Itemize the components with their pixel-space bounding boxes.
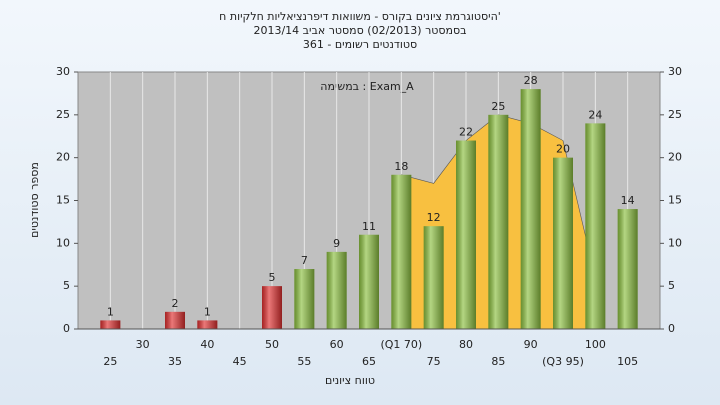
x-tick-label: 80 (459, 338, 473, 351)
x-tick-label: 40 (200, 338, 214, 351)
value-label: 28 (524, 74, 538, 87)
x-tick-label: 105 (617, 355, 638, 368)
x-tick-label: 85 (491, 355, 505, 368)
value-label: 1 (204, 305, 211, 318)
x-tick-label: (Q3 95) (542, 355, 584, 368)
value-label: 14 (621, 194, 635, 207)
bar-shade (520, 89, 541, 329)
y2-tick-label: 5 (668, 279, 675, 292)
y2-tick-label: 15 (668, 194, 682, 207)
x-tick-label: 30 (136, 338, 150, 351)
value-label: 22 (459, 126, 473, 139)
value-label: 18 (394, 160, 408, 173)
y2-tick-label: 30 (668, 65, 682, 78)
x-tick-label: (Q1 70) (380, 338, 422, 351)
bar-shade (423, 226, 444, 329)
y-tick-label: 10 (56, 236, 70, 249)
value-label: 7 (301, 254, 308, 267)
value-label: 11 (362, 220, 376, 233)
y-tick-label: 30 (56, 65, 70, 78)
x-tick-label: 25 (103, 355, 117, 368)
bar-shade (326, 251, 347, 329)
bar-shade (585, 123, 606, 330)
value-label: 1 (107, 305, 114, 318)
bar-shade (553, 157, 573, 329)
bar-shade (165, 311, 185, 329)
x-tick-label: 60 (330, 338, 344, 351)
x-tick-label: 90 (524, 338, 538, 351)
y-axis-label: מספר סטודנטים (28, 162, 41, 238)
y-tick-label: 25 (56, 108, 70, 121)
y-tick-label: 5 (63, 279, 70, 292)
x-tick-label: 75 (427, 355, 441, 368)
y-tick-label: 15 (56, 194, 70, 207)
x-tick-label: 65 (362, 355, 376, 368)
value-label: 12 (427, 211, 441, 224)
y2-tick-label: 25 (668, 108, 682, 121)
bar-shade (100, 320, 121, 329)
value-label: 20 (556, 143, 570, 156)
chart-subtitle: בסמסטר (02/2013) סמסטר אביב 2013/14 (253, 24, 466, 37)
y2-tick-label: 20 (668, 151, 682, 164)
y-tick-label: 0 (63, 322, 70, 335)
chart-title: היסטוגרמת ציונים בקורס - משוואות דיפרנצי… (219, 10, 501, 23)
x-tick-label: 45 (233, 355, 247, 368)
value-label: 25 (491, 100, 505, 113)
bar-shade (488, 114, 509, 329)
x-tick-label: 50 (265, 338, 279, 351)
value-label: 2 (172, 297, 179, 310)
y-tick-label: 20 (56, 151, 70, 164)
bar-shade (391, 174, 412, 329)
chart-subtitle: סטודנטים רשומים - 361 (303, 38, 417, 51)
x-tick-label: 35 (168, 355, 182, 368)
bar-shade (197, 320, 218, 329)
x-tick-label: 55 (297, 355, 311, 368)
bar-shade (359, 234, 379, 329)
y2-tick-label: 0 (668, 322, 675, 335)
bar-shade (294, 269, 315, 329)
x-tick-label: 100 (585, 338, 606, 351)
y2-tick-label: 10 (668, 236, 682, 249)
bar-shade (456, 140, 476, 329)
value-label: 24 (588, 108, 602, 121)
value-label: 9 (333, 237, 340, 250)
x-axis-label: טווח ציונים (325, 374, 375, 387)
bar-shade (262, 286, 282, 329)
bar-shade (617, 209, 638, 329)
annotation: במשימה : Exam_A (320, 80, 414, 93)
value-label: 5 (269, 271, 276, 284)
